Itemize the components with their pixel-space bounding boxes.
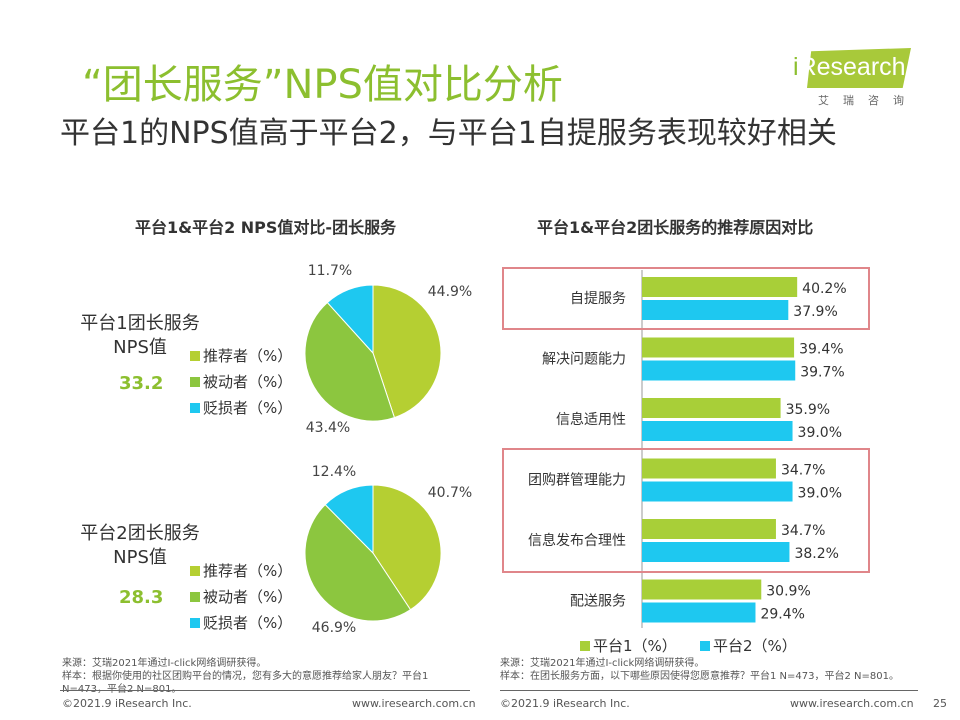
bar-platform2	[642, 421, 793, 441]
pie1-nps: 33.2	[119, 373, 164, 394]
bar-value-label: 34.7%	[781, 463, 825, 479]
pie2-label-line2: NPS值	[113, 547, 167, 568]
left-source: 来源：艾瑞2021年通过I-click网络调研获得。	[62, 658, 267, 669]
legend-promoter: 推荐者（%）	[190, 558, 292, 584]
bar-platform2	[642, 360, 796, 381]
pie1-label: 平台1团长服务 NPS值	[60, 312, 220, 360]
bar-chart-title: 平台1&平台2团长服务的推荐原因对比	[537, 218, 814, 237]
copyright-left: ©2021.9 iResearch Inc.	[62, 697, 192, 710]
right-notes: 来源：艾瑞2021年通过I-click网络调研获得。样本：在团长服务方面，以下哪…	[500, 657, 920, 683]
pie2-label: 平台2团长服务 NPS值	[60, 522, 220, 570]
legend-detractor: 贬损者（%）	[190, 395, 292, 421]
highlight-box-2	[502, 448, 870, 573]
bar-platform2	[642, 481, 793, 502]
pie1-slice-0	[372, 284, 442, 419]
legend-passive: 被动者（%）	[190, 369, 292, 395]
highlight-box-1	[502, 267, 870, 330]
bar-platform1	[642, 458, 776, 479]
legend-promoter: 推荐者（%）	[190, 343, 292, 369]
bar-value-label: 38.2%	[794, 546, 838, 562]
pie2-value-label-0: 40.7%	[428, 485, 472, 501]
right-source: 来源：艾瑞2021年通过I-click网络调研获得。	[500, 658, 705, 669]
page-subtitle: 平台1的NPS值高于平台2，与平台1自提服务表现较好相关	[60, 116, 837, 151]
bar-value-label: 40.2%	[802, 281, 846, 297]
bar-platform2	[642, 602, 756, 623]
pie2-label-line1: 平台2团长服务	[80, 523, 200, 544]
bar-value-label: 39.0%	[798, 486, 842, 502]
bar-value-label: 37.9%	[793, 304, 837, 320]
pie1-slice-2	[326, 284, 374, 355]
right-sample: 样本：在团长服务方面，以下哪些原因使得您愿意推荐？平台1 N=473，平台2 N…	[500, 671, 899, 682]
bar-category-label: 团购群管理能力	[528, 473, 626, 489]
logo-cn: 艾瑞咨询	[818, 94, 918, 107]
pie2-nps: 28.3	[119, 587, 164, 608]
bar-platform1	[642, 398, 781, 418]
bar-platform1	[642, 579, 762, 600]
bar-category-label: 信息发布合理性	[528, 532, 626, 549]
bar-platform2	[642, 300, 789, 320]
pie-chart-title: 平台1&平台2 NPS值对比-团长服务	[135, 218, 397, 237]
pie1-legend: 推荐者（%） 被动者（%） 贬损者（%）	[190, 343, 292, 421]
bar-value-label: 29.4%	[760, 607, 804, 623]
bar-category-label: 解决问题能力	[542, 352, 626, 368]
pie2-legend: 推荐者（%） 被动者（%） 贬损者（%）	[190, 558, 292, 636]
legend-passive: 被动者（%）	[190, 584, 292, 610]
divider-right	[500, 690, 918, 691]
divider-left	[60, 690, 470, 691]
url-left[interactable]: www.iresearch.com.cn	[352, 697, 476, 710]
bar-value-label: 39.0%	[798, 425, 842, 441]
pie1-slice-1	[304, 301, 396, 422]
iresearch-logo: iResearch	[793, 48, 913, 94]
bar-category-label: 自提服务	[570, 291, 626, 307]
bar-platform1	[642, 519, 776, 539]
page-number: 25	[933, 697, 947, 710]
pie2-slice-2	[324, 484, 374, 555]
bar-category-label: 配送服务	[570, 594, 626, 610]
pie2-value-label-1: 46.9%	[312, 620, 356, 636]
url-right[interactable]: www.iresearch.com.cn	[790, 697, 914, 710]
bar-value-label: 39.7%	[800, 365, 844, 381]
bar-category-label: 信息适用性	[556, 411, 626, 428]
pie1-value-label-1: 43.4%	[306, 420, 350, 436]
left-notes: 来源：艾瑞2021年通过I-click网络调研获得。样本：根据你使用的社区团购平…	[62, 657, 472, 696]
pie1-value-label-0: 44.9%	[428, 284, 472, 300]
bar-legend-platform1: 平台1（%）	[580, 633, 677, 659]
bar-platform1	[642, 337, 795, 358]
bar-value-label: 30.9%	[766, 584, 810, 600]
bar-legend-platform2: 平台2（%）	[700, 633, 797, 659]
copyright-right: ©2021.9 iResearch Inc.	[500, 697, 630, 710]
pie1-label-line1: 平台1团长服务	[80, 313, 200, 334]
pie1-label-line2: NPS值	[113, 337, 167, 358]
pie2-slice-1	[304, 503, 412, 622]
bar-platform2	[642, 542, 790, 562]
bar-platform1	[642, 277, 798, 297]
pie1-value-label-2: 11.7%	[308, 263, 352, 279]
bar-value-label: 39.4%	[799, 342, 843, 358]
bar-value-label: 34.7%	[781, 523, 825, 539]
page-title: “团长服务”NPS值对比分析	[82, 62, 563, 108]
left-sample: 样本：根据你使用的社区团购平台的情况，您有多大的意愿推荐给家人朋友？平台1 N=…	[62, 671, 429, 695]
pie2-value-label-2: 12.4%	[312, 464, 356, 480]
legend-detractor: 贬损者（%）	[190, 610, 292, 636]
bar-value-label: 35.9%	[786, 402, 830, 418]
